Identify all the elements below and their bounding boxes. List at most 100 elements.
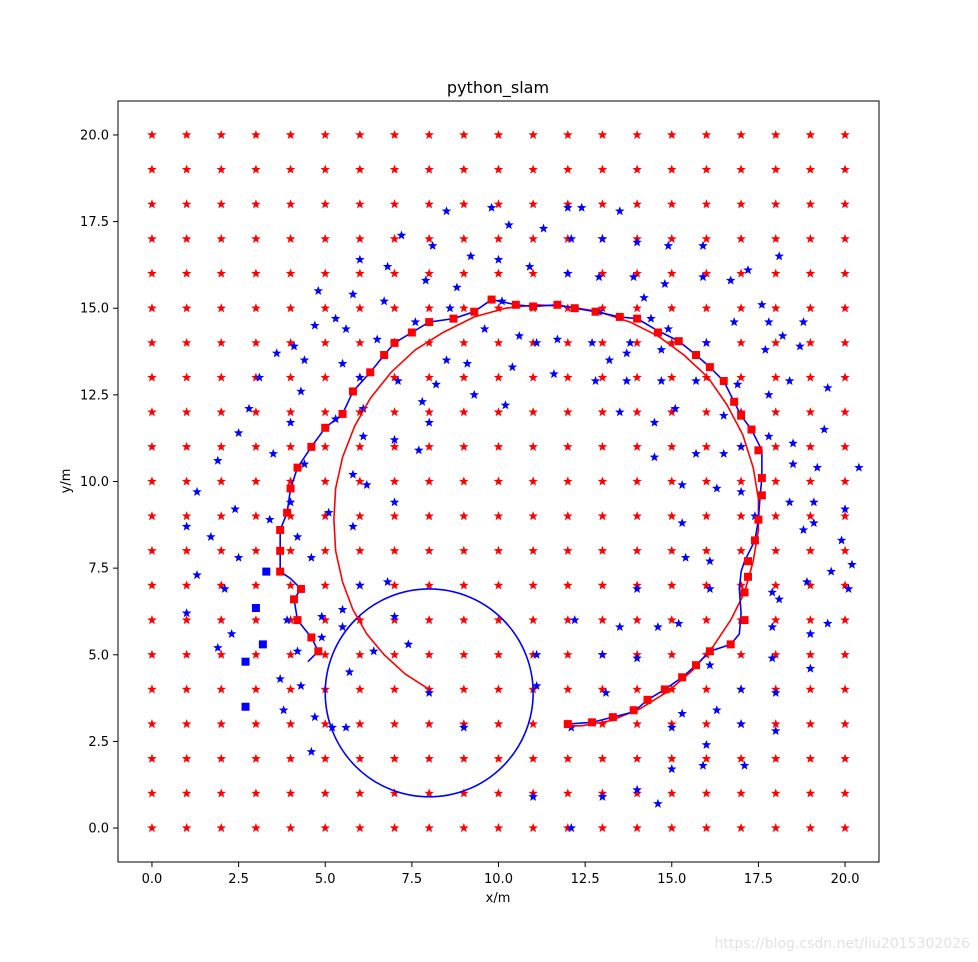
true-landmark-point [355, 684, 365, 694]
true-landmark-point [216, 684, 227, 694]
observed-landmark-point [698, 272, 708, 282]
observed-landmark-point [441, 355, 452, 365]
true-landmark-point [216, 199, 227, 209]
true-landmark-point [770, 649, 781, 659]
true-landmark-point [147, 823, 157, 833]
observed-landmark-point [382, 261, 393, 271]
observed-landmark-point [819, 424, 829, 434]
true-landmark-point [840, 545, 850, 555]
true-landmark-point [667, 753, 677, 763]
observed-landmark-point [770, 687, 781, 697]
true-landmark-point [389, 129, 400, 140]
observed-landmark-point [732, 379, 743, 389]
observed-landmark-point [594, 272, 604, 282]
true-landmark-point [216, 580, 227, 590]
observed-landmark-point [587, 337, 597, 347]
true-landmark-point [493, 476, 504, 486]
true-landmark-point [563, 164, 573, 174]
true-landmark-point [528, 649, 538, 659]
true-landmark-point [320, 372, 330, 382]
true-landmark-point [355, 233, 365, 243]
true-landmark-point [563, 545, 573, 555]
observed-landmark-point [528, 791, 538, 801]
true-landmark-point [528, 476, 538, 486]
true-landmark-point [181, 268, 192, 278]
true-landmark-point [840, 823, 850, 833]
true-landmark-point [285, 476, 296, 486]
true-pose-marker [338, 409, 347, 418]
true-landmark-point [667, 823, 677, 833]
x-axis: 0.0 2.5 5.0 7.5 10.0 12.5 15.0 17.5 20.0 [142, 862, 860, 887]
true-landmark-point [840, 753, 850, 763]
observed-landmark-point [389, 611, 400, 621]
observed-landmark-point [206, 531, 216, 541]
true-landmark-point [320, 719, 330, 729]
observed-landmark-point [822, 618, 833, 628]
true-pose-marker [570, 304, 579, 313]
observed-landmark-point [230, 504, 240, 514]
true-pose-marker [591, 307, 600, 316]
observed-landmark-point [621, 376, 632, 386]
true-landmark-point [805, 580, 816, 590]
true-landmark-point [181, 615, 192, 625]
true-landmark-point [181, 684, 192, 694]
observed-landmark-point [653, 798, 663, 808]
observed-landmark-point [410, 317, 421, 327]
x-tick-label: 15.0 [657, 872, 686, 887]
true-landmark-point [805, 719, 816, 729]
observed-landmark-point [313, 285, 324, 295]
true-landmark-point [528, 337, 538, 347]
true-landmark-point [355, 164, 365, 174]
true-landmark-point [770, 476, 781, 486]
true-landmark-point [667, 545, 677, 555]
true-landmark-point [424, 164, 434, 174]
true-landmark-point [667, 407, 677, 417]
true-landmark-point [424, 441, 434, 451]
true-landmark-point [147, 788, 157, 798]
true-landmark-point [805, 684, 816, 694]
observed-landmark-point [712, 483, 722, 493]
true-landmark-point [493, 649, 504, 659]
true-landmark-point [355, 649, 365, 659]
observed-landmark-point [233, 427, 244, 438]
true-landmark-point [320, 268, 330, 278]
observed-landmark-point [424, 687, 434, 697]
true-landmark-point [147, 649, 157, 659]
true-landmark-point [493, 372, 504, 382]
observed-landmark-point [677, 518, 687, 528]
observed-landmark-point [736, 719, 746, 729]
true-landmark-point [528, 233, 538, 243]
y-tick-label: 0.0 [88, 822, 109, 837]
true-landmark-point [147, 337, 157, 347]
true-landmark-point [493, 303, 504, 313]
true-landmark-point [805, 823, 816, 833]
true-landmark-point [770, 372, 781, 382]
true-landmark-point [285, 268, 296, 278]
true-landmark-point [840, 199, 850, 209]
observed-landmark-point [843, 583, 854, 593]
true-pose-marker [588, 718, 597, 727]
observed-landmark-point [337, 604, 348, 614]
observed-landmark-point [795, 341, 805, 351]
true-landmark-point [667, 788, 677, 798]
observed-landmark-point [563, 268, 573, 278]
x-tick-label: 12.5 [571, 872, 600, 887]
true-landmark-point [389, 753, 400, 763]
true-landmark-point [840, 337, 850, 347]
true-landmark-point [528, 615, 538, 625]
observed-landmark-point [809, 497, 819, 507]
true-landmark-point [181, 129, 192, 140]
observed-landmark-point [822, 382, 833, 392]
true-landmark-point [216, 164, 227, 174]
true-landmark-point [563, 649, 573, 659]
true-landmark-point [770, 233, 781, 243]
observed-landmark-point [705, 583, 715, 593]
y-tick-label: 7.5 [88, 562, 109, 577]
true-landmark-point [597, 129, 608, 140]
true-landmark-point [632, 268, 642, 278]
true-landmark-point [459, 580, 469, 590]
true-landmark-point [251, 407, 261, 417]
true-landmark-point [736, 268, 746, 278]
x-tick-label: 2.5 [228, 872, 249, 887]
true-landmark-point [840, 129, 850, 140]
